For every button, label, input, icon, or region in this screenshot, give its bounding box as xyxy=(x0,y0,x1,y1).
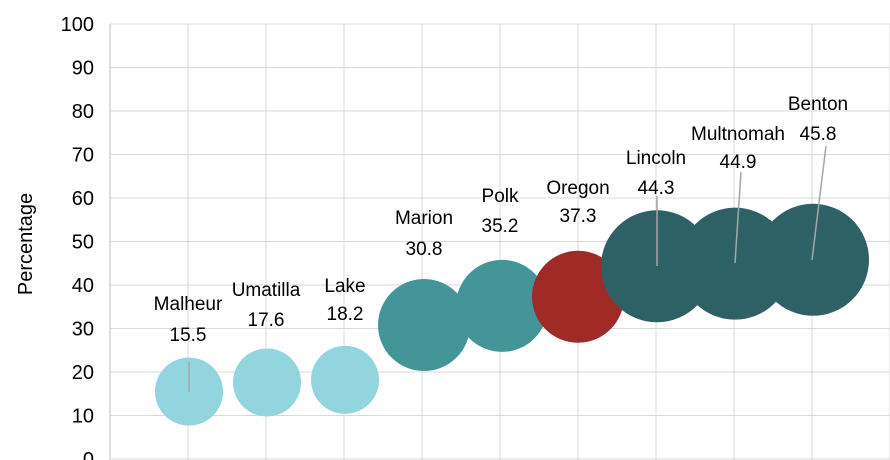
data-label-value: 44.9 xyxy=(720,152,757,173)
data-label-name: Umatilla xyxy=(232,280,301,301)
bubble-oregon xyxy=(532,250,624,343)
data-label-value: 45.8 xyxy=(800,124,837,145)
data-label-value: 35.2 xyxy=(482,216,519,237)
y-axis-label: Percentage xyxy=(15,193,37,295)
y-tick-label: 50 xyxy=(72,232,94,254)
data-label-name: Polk xyxy=(482,186,519,207)
data-label-value: 30.8 xyxy=(406,239,443,260)
data-label-value: 18.2 xyxy=(327,304,364,325)
bubble-polk xyxy=(456,259,548,352)
y-tick-label: 60 xyxy=(72,188,94,210)
bubble-umatilla xyxy=(233,348,301,417)
y-tick-label: 30 xyxy=(72,319,94,341)
data-label-name: Malheur xyxy=(154,294,223,315)
y-tick-label: 90 xyxy=(72,58,94,80)
data-label-value: 17.6 xyxy=(248,310,285,331)
data-label-name: Oregon xyxy=(546,178,609,199)
data-label-name: Lake xyxy=(324,276,365,297)
leader-line xyxy=(734,171,742,264)
y-tick-label: 20 xyxy=(72,362,94,384)
bubble-series xyxy=(155,203,869,426)
bubble-lake xyxy=(311,345,379,414)
y-tick-label: 100 xyxy=(61,14,94,36)
data-label-value: 44.3 xyxy=(638,178,675,199)
bubble-labels: Malheur 15.5 Umatilla 17.6 Lake 18.2 Marion 30.… xyxy=(154,94,848,392)
bubble-benton xyxy=(757,203,869,316)
y-axis: 0 10 20 30 40 50 60 70 80 90 100 xyxy=(61,14,94,460)
y-tick-label: 70 xyxy=(72,145,94,167)
data-label-name: Benton xyxy=(788,94,848,115)
bubble-lincoln xyxy=(601,210,713,323)
y-tick-label: 40 xyxy=(72,275,94,297)
data-label-name: Multnomah xyxy=(691,124,785,145)
data-label-name: Marion xyxy=(395,208,453,229)
y-tick-label: 80 xyxy=(72,101,94,123)
data-label-value: 37.3 xyxy=(560,206,597,227)
data-label-name: Lincoln xyxy=(626,148,686,169)
leader-line xyxy=(811,145,827,261)
data-label-value: 15.5 xyxy=(170,325,207,346)
y-tick-label: 10 xyxy=(72,406,94,428)
bubble-marion xyxy=(378,279,470,372)
y-tick-label: 0 xyxy=(83,449,94,460)
